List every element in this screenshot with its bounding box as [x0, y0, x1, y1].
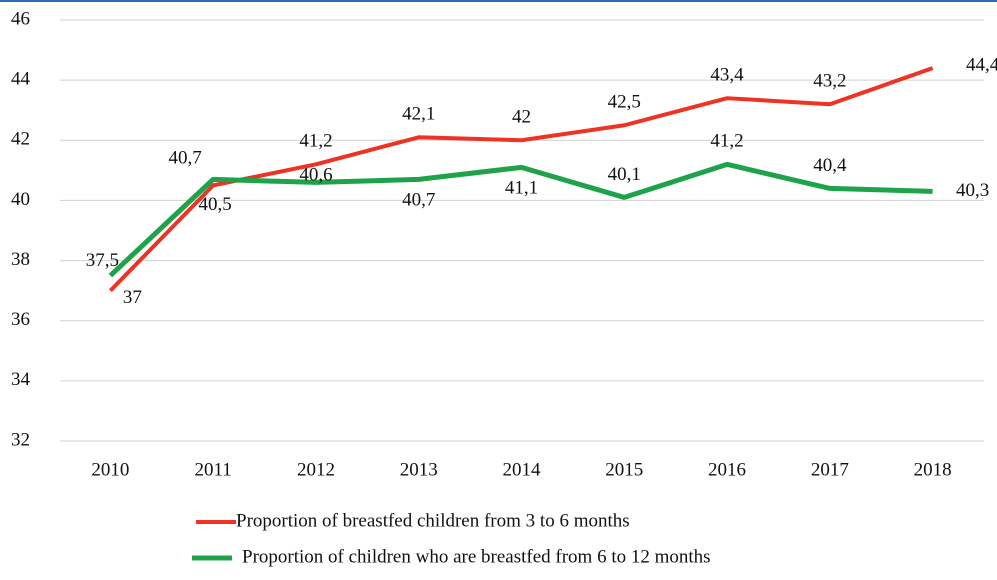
data-label: 40,4 — [813, 155, 847, 176]
data-label: 40,6 — [299, 165, 332, 186]
y-tick-label: 40 — [11, 189, 30, 210]
x-tick-label: 2013 — [400, 459, 438, 480]
data-label: 40,3 — [956, 180, 989, 201]
x-tick-label: 2014 — [503, 459, 542, 480]
legend-label: Proportion of breastfed children from 3 … — [236, 510, 630, 531]
y-tick-label: 42 — [11, 129, 30, 150]
data-label: 37 — [123, 287, 142, 308]
data-label: 41,1 — [505, 178, 538, 199]
y-tick-label: 32 — [11, 429, 30, 450]
y-tick-label: 46 — [11, 8, 30, 29]
data-label: 37,5 — [86, 250, 119, 271]
x-tick-label: 2011 — [195, 459, 232, 480]
x-tick-label: 2017 — [811, 459, 849, 480]
x-tick-label: 2012 — [297, 459, 335, 480]
data-label: 42,1 — [402, 104, 435, 125]
x-tick-label: 2016 — [708, 459, 746, 480]
data-label: 43,2 — [813, 71, 846, 92]
series-line — [108, 161, 933, 278]
data-label: 42 — [512, 107, 531, 128]
legend-label: Proportion of children who are breastfed… — [242, 546, 711, 567]
data-label: 40,7 — [402, 190, 435, 211]
data-label: 41,2 — [299, 131, 332, 152]
data-label: 41,2 — [710, 131, 743, 152]
y-tick-label: 34 — [11, 369, 31, 390]
data-label: 42,5 — [608, 92, 641, 113]
data-label: 44,4 — [966, 54, 997, 75]
x-tick-label: 2015 — [605, 459, 643, 480]
y-tick-label: 44 — [11, 69, 31, 90]
y-tick-label: 36 — [11, 309, 30, 330]
data-label: 40,7 — [169, 148, 202, 169]
data-label: 40,1 — [608, 164, 641, 185]
data-label: 40,5 — [199, 194, 232, 215]
x-tick-label: 2010 — [91, 459, 129, 480]
data-label: 43,4 — [710, 65, 744, 86]
x-tick-label: 2018 — [914, 459, 952, 480]
y-tick-label: 38 — [11, 249, 30, 270]
